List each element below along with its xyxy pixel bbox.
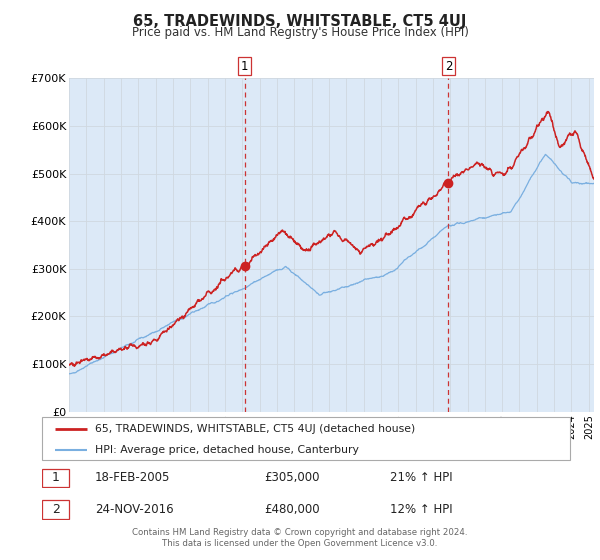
Text: 65, TRADEWINDS, WHITSTABLE, CT5 4UJ: 65, TRADEWINDS, WHITSTABLE, CT5 4UJ: [133, 14, 467, 29]
Text: Contains HM Land Registry data © Crown copyright and database right 2024.
This d: Contains HM Land Registry data © Crown c…: [132, 528, 468, 548]
Text: 18-FEB-2005: 18-FEB-2005: [95, 471, 170, 484]
FancyBboxPatch shape: [42, 417, 570, 460]
Text: 2: 2: [52, 502, 59, 516]
Text: 1: 1: [241, 60, 248, 73]
Text: £480,000: £480,000: [264, 502, 319, 516]
Text: 65, TRADEWINDS, WHITSTABLE, CT5 4UJ (detached house): 65, TRADEWINDS, WHITSTABLE, CT5 4UJ (det…: [95, 424, 415, 434]
Text: Price paid vs. HM Land Registry's House Price Index (HPI): Price paid vs. HM Land Registry's House …: [131, 26, 469, 39]
Text: 12% ↑ HPI: 12% ↑ HPI: [391, 502, 453, 516]
Text: 2: 2: [445, 60, 452, 73]
Text: HPI: Average price, detached house, Canterbury: HPI: Average price, detached house, Cant…: [95, 445, 359, 455]
Text: £305,000: £305,000: [264, 471, 319, 484]
FancyBboxPatch shape: [42, 469, 70, 487]
FancyBboxPatch shape: [42, 500, 70, 519]
Text: 24-NOV-2016: 24-NOV-2016: [95, 502, 173, 516]
Text: 1: 1: [52, 471, 59, 484]
Text: 21% ↑ HPI: 21% ↑ HPI: [391, 471, 453, 484]
